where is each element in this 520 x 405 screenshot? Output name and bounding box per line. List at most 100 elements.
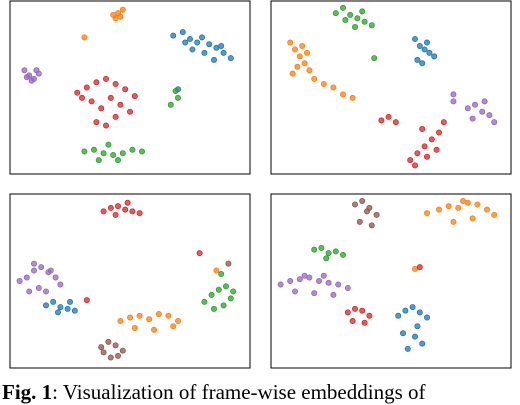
panel-frame [9, 0, 251, 175]
point [469, 115, 476, 122]
point [419, 126, 426, 133]
caption-label: Fig. 1 [2, 380, 53, 404]
point [349, 318, 356, 325]
point [395, 312, 402, 319]
point [220, 49, 227, 56]
point [335, 281, 342, 288]
point [311, 246, 318, 253]
point [431, 53, 438, 60]
point [230, 288, 237, 295]
point [318, 244, 325, 251]
point [201, 298, 208, 305]
point [359, 197, 366, 204]
point [359, 307, 366, 314]
panel-frame [9, 193, 251, 369]
point [486, 112, 493, 119]
point [16, 277, 23, 284]
point [170, 323, 177, 330]
point [399, 330, 406, 337]
point [419, 340, 426, 347]
point [30, 267, 37, 274]
point [136, 210, 143, 217]
point [115, 157, 122, 164]
point [363, 208, 370, 215]
point [117, 318, 124, 325]
point [450, 91, 457, 98]
point [339, 251, 346, 258]
point [325, 279, 332, 286]
point [440, 119, 447, 126]
point [107, 94, 114, 101]
point [491, 211, 498, 218]
point [55, 309, 62, 316]
point [21, 67, 28, 74]
point [491, 119, 498, 126]
point [471, 101, 478, 108]
point [320, 81, 327, 88]
point [93, 119, 100, 126]
point [112, 342, 119, 349]
point [194, 39, 201, 46]
point [129, 146, 136, 153]
point [155, 311, 162, 318]
point [301, 272, 308, 279]
point [330, 291, 337, 298]
point [138, 148, 145, 155]
point [315, 277, 322, 284]
point [122, 86, 129, 93]
point [371, 55, 378, 62]
point [213, 267, 220, 274]
point [215, 286, 222, 293]
point [227, 55, 234, 62]
point [421, 46, 428, 53]
point [189, 46, 196, 53]
point [385, 113, 392, 120]
point [450, 98, 457, 105]
point [469, 215, 476, 222]
point [119, 6, 126, 13]
point [311, 75, 318, 82]
panel-frame [270, 0, 512, 175]
point [445, 203, 452, 210]
point [50, 298, 57, 305]
point [361, 18, 368, 25]
point [35, 284, 42, 291]
point [299, 42, 306, 49]
point [38, 264, 45, 271]
point [43, 302, 50, 309]
point [119, 150, 126, 157]
point [373, 211, 380, 218]
point [354, 15, 361, 22]
point [83, 84, 90, 91]
point [210, 305, 217, 312]
point [131, 324, 138, 331]
point [179, 29, 186, 36]
point [404, 345, 411, 352]
point [93, 79, 100, 86]
point [127, 314, 134, 321]
point [103, 75, 110, 82]
point [119, 347, 126, 354]
point [64, 305, 71, 312]
point [91, 146, 98, 153]
point [107, 204, 114, 211]
point [57, 304, 64, 311]
scatter-panel [270, 0, 512, 175]
point [392, 119, 399, 126]
point [67, 298, 74, 305]
scatter-panel [9, 0, 251, 175]
point [330, 84, 337, 91]
point [146, 316, 153, 323]
point [294, 63, 301, 70]
point [332, 248, 339, 255]
point [368, 222, 375, 229]
point [208, 291, 215, 298]
figure [9, 0, 512, 369]
point [303, 49, 310, 56]
point [435, 129, 442, 136]
point [218, 271, 225, 278]
point [81, 34, 88, 41]
point [129, 208, 136, 215]
point [356, 218, 363, 225]
